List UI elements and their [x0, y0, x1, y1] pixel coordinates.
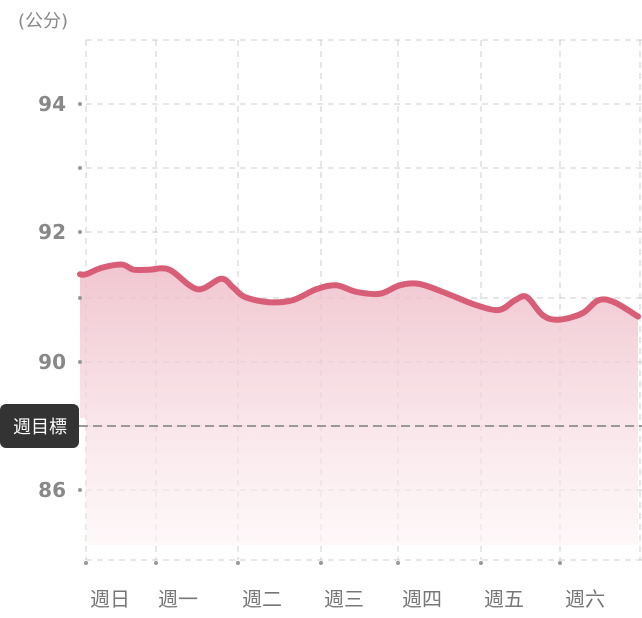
x-tick-dot-2: [236, 561, 240, 565]
x-tick-label: 週三: [324, 587, 364, 611]
axes: (公分) 94 92 90 86 週日 週一 週二 週三 週四 週五 週六: [18, 11, 605, 611]
y-tick-label: 94: [38, 92, 66, 116]
y-tick-label: 86: [38, 478, 66, 502]
goal-badge-bg: [0, 404, 79, 448]
x-tick-dot-6: [558, 561, 562, 565]
area-path: [80, 264, 639, 545]
x-tick-label: 週六: [565, 587, 605, 611]
goal-badge: 週目標: [0, 404, 79, 448]
x-tick-dot-1: [154, 561, 158, 565]
y-tick-label: 92: [38, 220, 66, 244]
y-minor-dot-1: [78, 296, 82, 300]
x-tick-label: 週二: [242, 587, 282, 611]
x-tick-label: 週五: [484, 587, 524, 611]
y-tick-dot-3: [78, 488, 82, 492]
series-line: [77, 261, 642, 323]
x-tick-label: 週一: [158, 587, 198, 611]
unit-label: (公分): [18, 11, 68, 32]
x-tick-dot-3: [319, 561, 323, 565]
area-fill: [80, 264, 639, 545]
y-tick-dot-2: [78, 360, 82, 364]
y-tick-label: 90: [38, 350, 66, 374]
x-tick-label: 週日: [90, 587, 130, 611]
y-tick-dot-0: [78, 102, 82, 106]
y-tick-dot-1: [78, 230, 82, 234]
x-tick-dot-5: [479, 561, 483, 565]
series-path: [77, 261, 642, 323]
y-minor-dot-0: [78, 166, 82, 170]
x-tick-label: 週四: [402, 587, 442, 611]
x-tick-dot-0: [84, 561, 88, 565]
goal-label: 週目標: [13, 417, 67, 438]
x-tick-dot-4: [396, 561, 400, 565]
